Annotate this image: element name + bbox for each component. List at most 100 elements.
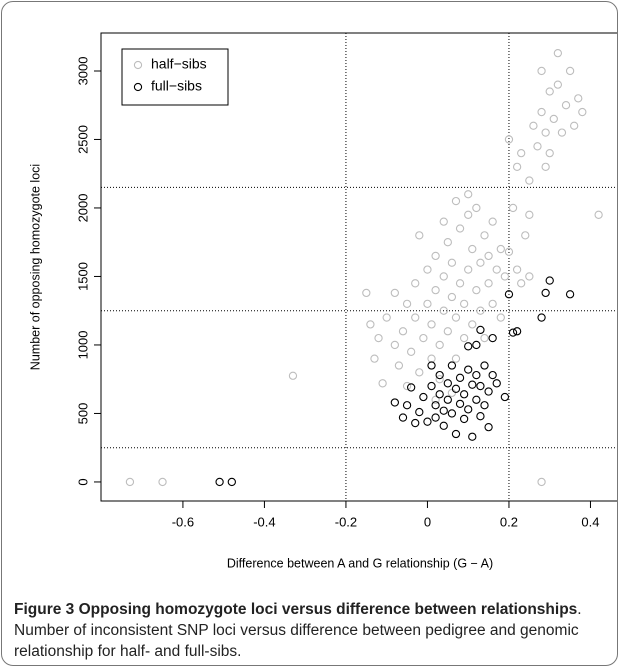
point: [565, 66, 575, 76]
point: [402, 381, 412, 391]
point: [288, 371, 298, 380]
point: [366, 320, 375, 329]
point: [427, 361, 436, 370]
legend-label: full−sibs: [151, 78, 202, 94]
point: [468, 432, 477, 441]
x-tick-label: -0.6: [172, 514, 194, 529]
point: [459, 414, 469, 424]
point: [415, 368, 424, 377]
point: [472, 370, 481, 380]
point: [447, 409, 457, 418]
point: [411, 313, 420, 322]
point: [451, 384, 461, 393]
caption-text: . Number of inconsistent SNP loci versus…: [14, 601, 582, 660]
y-tick-label: 500: [75, 403, 90, 425]
point: [545, 149, 554, 158]
point: [525, 272, 534, 281]
point: [439, 217, 448, 226]
point: [480, 333, 489, 343]
point: [439, 306, 448, 315]
point: [476, 381, 485, 391]
point: [517, 149, 526, 158]
point: [549, 114, 558, 124]
point: [390, 288, 399, 298]
point: [419, 333, 428, 343]
caption-label: Figure 3: [14, 601, 75, 618]
point: [435, 340, 444, 350]
point: [480, 231, 489, 240]
point: [541, 288, 550, 298]
point: [423, 299, 432, 309]
point: [447, 361, 457, 370]
x-tick-label: -0.2: [335, 514, 357, 529]
point: [525, 210, 534, 219]
legend-label: half−sibs: [151, 56, 207, 72]
point: [570, 121, 579, 130]
point: [402, 299, 412, 309]
point: [557, 128, 567, 137]
point: [443, 327, 452, 336]
point: [492, 265, 501, 274]
point: [468, 320, 477, 329]
point: [378, 379, 387, 388]
point: [496, 244, 505, 254]
point: [476, 325, 485, 335]
point: [500, 392, 510, 402]
point: [464, 190, 473, 199]
point: [427, 320, 436, 329]
point: [484, 279, 493, 288]
point: [370, 354, 379, 363]
point: [419, 392, 428, 402]
point: [411, 279, 420, 288]
point: [561, 101, 571, 110]
y-tick-label: 2500: [75, 125, 90, 154]
point: [504, 290, 514, 299]
point: [435, 390, 444, 399]
point: [455, 279, 465, 288]
point: [447, 388, 457, 398]
point: [488, 217, 497, 226]
point: [512, 265, 522, 274]
point: [464, 210, 473, 219]
x-axis-label: Difference between A and G relationship …: [227, 556, 493, 570]
point: [415, 407, 424, 417]
point: [512, 162, 522, 172]
y-tick-label: 1000: [75, 330, 90, 359]
point: [390, 398, 399, 407]
point: [402, 401, 412, 410]
point: [537, 107, 546, 117]
point: [496, 313, 505, 322]
legend: half−sibs full−sibs: [121, 48, 229, 106]
point: [574, 94, 583, 103]
point: [459, 390, 469, 399]
point: [504, 135, 514, 144]
point: [488, 299, 497, 309]
point: [468, 244, 477, 254]
point: [472, 286, 481, 295]
plot-box: [100, 32, 617, 502]
y-tick-label: 1500: [75, 262, 90, 291]
point: [464, 342, 473, 351]
legend-marker: [133, 82, 143, 92]
point: [439, 421, 448, 430]
y-axis-label: Number of opposing homozygote loci: [28, 164, 42, 370]
point: [517, 279, 526, 288]
point: [431, 251, 440, 261]
point: [439, 272, 448, 281]
x-tick-label: 0.4: [581, 514, 599, 529]
point: [451, 196, 461, 206]
point: [415, 231, 424, 240]
point: [398, 327, 408, 336]
point: [455, 373, 465, 382]
point: [451, 429, 461, 439]
point: [431, 395, 440, 404]
point: [541, 128, 550, 137]
point: [455, 399, 465, 409]
point: [431, 413, 440, 422]
point: [464, 365, 473, 374]
y-tick-label: 3000: [75, 56, 90, 85]
point: [545, 276, 554, 285]
point: [398, 413, 408, 422]
point: [439, 406, 448, 415]
point: [382, 313, 391, 322]
